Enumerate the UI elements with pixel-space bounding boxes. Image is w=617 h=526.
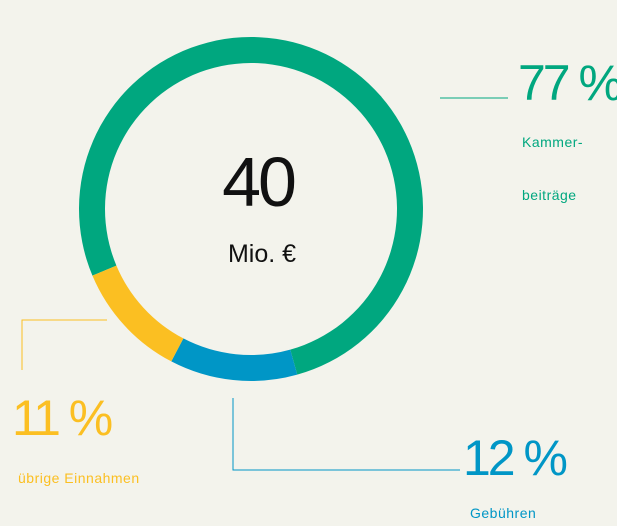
category-label: beiträge (522, 187, 577, 203)
total-unit: Mio. € (228, 240, 296, 268)
value-label: 12 % (463, 430, 567, 486)
donut-segment (171, 338, 298, 381)
leader-line (21, 319, 107, 370)
category-label: übrige Einnahmen (18, 470, 140, 486)
category-label: Gebühren (470, 505, 536, 521)
donut-segment (92, 265, 184, 362)
value-label: 77 % (518, 55, 617, 111)
value-label: 11 % (12, 390, 112, 446)
leader-line (232, 398, 460, 471)
total-value: 40 (222, 143, 295, 221)
category-label: Kammer- (522, 134, 583, 150)
